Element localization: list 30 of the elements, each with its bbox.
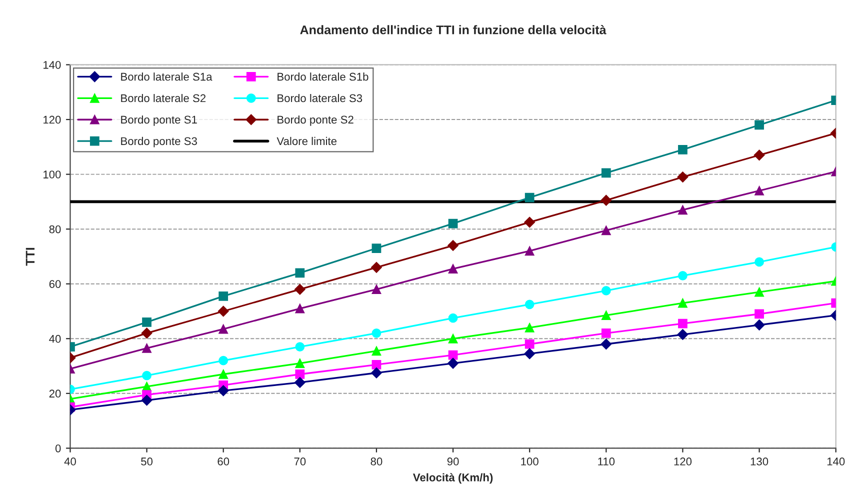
x-tick-label: 70 xyxy=(294,458,306,466)
legend-label: Bordo ponte S2 xyxy=(278,115,354,126)
legend-label: Bordo laterale S1b xyxy=(278,72,368,81)
legend-label: Bordo laterale S3 xyxy=(278,94,362,102)
legend-label: Bordo laterale S2 xyxy=(121,94,206,102)
x-tick-label: 80 xyxy=(370,458,382,466)
y-tick-label: 60 xyxy=(49,280,61,288)
legend-label: Bordo ponte S1 xyxy=(121,115,197,126)
y-tick-label: 140 xyxy=(44,61,61,69)
y-tick-label: 0 xyxy=(55,444,61,452)
y-axis-title: TTI xyxy=(26,248,35,266)
x-tick-label: 90 xyxy=(447,458,459,466)
x-tick-label: 60 xyxy=(218,458,230,466)
x-tick-label: 120 xyxy=(674,458,692,466)
x-axis-title: Velocità (Km/h) xyxy=(412,473,493,484)
legend-label: Bordo ponte S3 xyxy=(121,136,197,148)
y-tick-label: 20 xyxy=(49,390,61,398)
x-tick-label: 100 xyxy=(521,458,538,466)
chart-title: Andamento dell'indice TTI in funzione della velocità xyxy=(300,25,606,34)
x-tick-label: 140 xyxy=(827,458,845,466)
x-tick-label: 40 xyxy=(64,458,76,466)
y-tick-label: 120 xyxy=(44,116,61,124)
legend-label: Valore limite xyxy=(276,136,337,146)
x-tick-label: 110 xyxy=(598,458,615,466)
y-tick-label: 80 xyxy=(49,225,61,234)
y-tick-label: 100 xyxy=(44,170,61,178)
legend-label: Bordo laterale S1a xyxy=(121,72,212,81)
x-tick-label: 130 xyxy=(750,458,768,466)
x-tick-label: 50 xyxy=(141,458,153,466)
y-tick-label: 40 xyxy=(49,334,61,343)
